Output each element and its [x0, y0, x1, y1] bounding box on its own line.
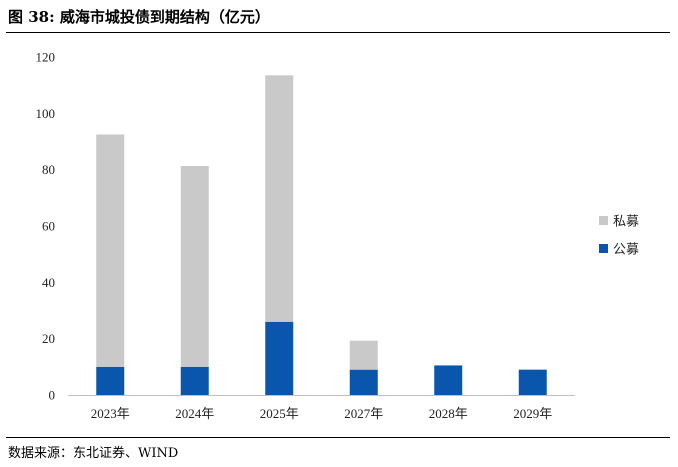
- bar-private: [265, 75, 294, 322]
- legend-swatch: [599, 244, 608, 253]
- y-tick-label: 100: [36, 106, 56, 121]
- figure-title: 图 38: 威海市城投债到期结构（亿元）: [8, 8, 270, 26]
- x-tick-label: 2027年: [344, 406, 383, 421]
- bar-private: [96, 134, 125, 367]
- legend-label: 公募: [613, 243, 639, 258]
- x-tick-label: 2028年: [429, 406, 468, 421]
- title-divider: [6, 32, 670, 33]
- x-tick-label: 2025年: [260, 406, 299, 421]
- bar-public: [265, 321, 294, 395]
- bar-public: [434, 365, 463, 395]
- y-tick-label: 60: [42, 219, 55, 234]
- x-tick-label: 2029年: [513, 406, 552, 421]
- bar-public: [180, 366, 209, 395]
- y-tick-label: 0: [49, 388, 56, 403]
- y-tick-label: 40: [42, 275, 55, 290]
- y-tick-label: 80: [42, 162, 55, 177]
- bar-private: [180, 166, 209, 367]
- y-tick-label: 20: [42, 331, 55, 346]
- legend-swatch: [599, 216, 608, 225]
- legend-label: 私募: [613, 215, 639, 230]
- bar-public: [349, 369, 378, 395]
- x-tick-label: 2024年: [175, 406, 214, 421]
- source-divider: [6, 437, 670, 438]
- bar-private: [349, 340, 378, 370]
- source-note: 数据来源：东北证券、WIND: [8, 446, 179, 461]
- bar-public: [96, 366, 125, 395]
- x-tick-label: 2023年: [91, 406, 130, 421]
- bar-public: [518, 369, 547, 395]
- y-tick-label: 120: [36, 50, 56, 65]
